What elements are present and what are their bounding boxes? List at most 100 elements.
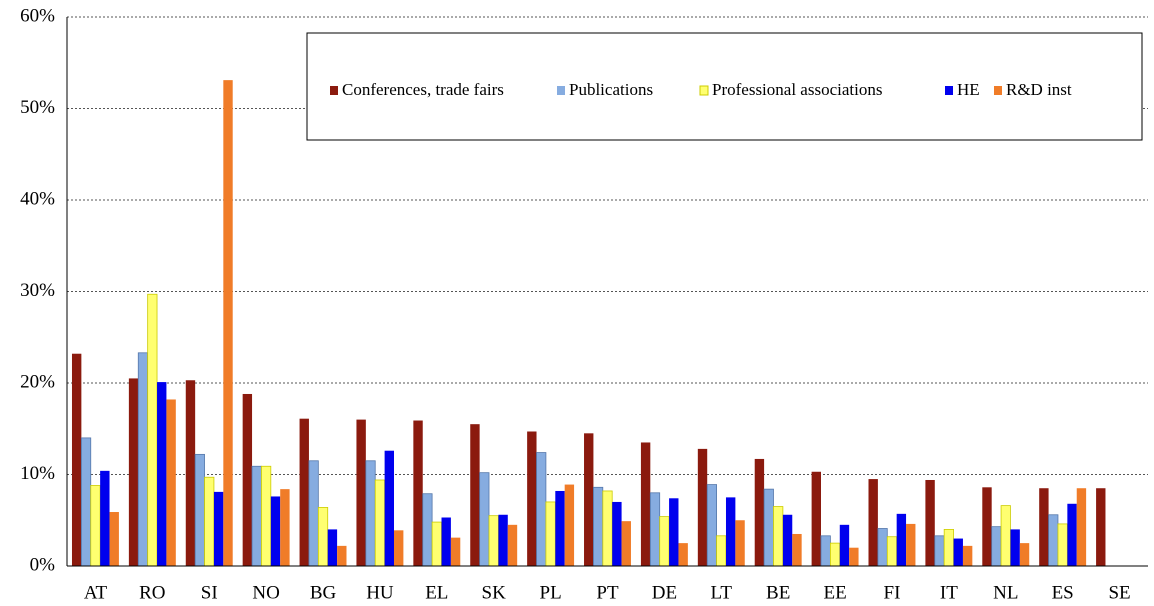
x-tick-label: ES: [1052, 582, 1074, 603]
bar: [820, 535, 831, 567]
bar: [128, 378, 139, 566]
bar: [90, 485, 101, 567]
bar: [602, 490, 613, 567]
bar: [849, 547, 859, 566]
x-tick-label: DE: [652, 582, 677, 603]
y-tick-label: 10%: [20, 463, 55, 484]
bar: [896, 513, 907, 566]
bar: [906, 523, 916, 566]
bar: [194, 453, 205, 567]
x-tick-label: SE: [1108, 582, 1130, 603]
bar: [507, 524, 518, 566]
bar: [365, 460, 376, 567]
bar: [470, 424, 480, 566]
x-tick-label: NL: [993, 582, 1018, 603]
bar: [545, 501, 556, 567]
bar: [1057, 523, 1068, 567]
bar: [925, 479, 935, 566]
legend-label: Publications: [569, 80, 653, 99]
x-tick-label: AT: [84, 582, 108, 603]
bar: [479, 472, 490, 567]
x-tick-label: RO: [139, 582, 165, 603]
bar: [147, 293, 158, 567]
bar: [374, 479, 386, 567]
bar: [1076, 488, 1087, 566]
legend-box: [306, 32, 1143, 141]
bar: [185, 380, 196, 566]
bar: [422, 493, 433, 567]
bar: [735, 520, 745, 566]
x-tick-label: NO: [252, 582, 279, 603]
bar: [261, 465, 272, 567]
bar: [270, 496, 281, 566]
bar: [886, 536, 898, 567]
bar: [678, 543, 688, 566]
legend: Conferences, trade fairs Publications Prof…: [330, 80, 1072, 99]
bar: [527, 431, 537, 566]
bar: [659, 516, 670, 567]
bar: [1067, 503, 1077, 566]
bar: [204, 476, 215, 567]
bar: [564, 484, 575, 566]
bar: [280, 489, 290, 566]
bar: [100, 470, 110, 566]
bar: [934, 535, 945, 567]
bar: [1019, 543, 1030, 566]
x-tick-label: BE: [766, 582, 790, 603]
bar: [621, 521, 631, 566]
bar: [982, 487, 992, 566]
bar: [327, 529, 338, 566]
bar: [877, 528, 888, 567]
y-tick-label: 0%: [30, 554, 56, 575]
x-tick-label: PT: [596, 582, 619, 603]
legend-label: R&D inst: [1006, 80, 1072, 99]
x-tick-label: BG: [310, 582, 337, 603]
bar: [754, 458, 765, 566]
bar: [356, 419, 366, 566]
bar: [991, 526, 1002, 567]
bar: [725, 497, 736, 566]
bar: [109, 512, 119, 566]
bar: [137, 352, 149, 567]
x-tick-label: EL: [425, 582, 448, 603]
bar: [868, 479, 878, 566]
bar: [413, 420, 423, 566]
bar: [536, 452, 547, 567]
bar: [384, 450, 395, 566]
legend-swatch: [994, 86, 1002, 95]
bar: [213, 491, 224, 566]
bar: [782, 514, 793, 566]
y-tick-label: 30%: [20, 280, 55, 301]
x-tick-label: PL: [540, 582, 562, 603]
legend-swatch: [945, 86, 953, 95]
y-tick-label: 40%: [20, 188, 55, 209]
bar: [839, 524, 850, 566]
bar: [223, 80, 233, 566]
bar: [811, 471, 821, 566]
bar: [773, 506, 784, 567]
bar: [716, 535, 727, 567]
bar: [1000, 505, 1011, 567]
y-tick-label: 20%: [20, 371, 55, 392]
bar: [242, 393, 253, 566]
bar: [498, 514, 508, 566]
legend-swatch: [330, 86, 338, 95]
bar: [697, 448, 708, 566]
bar: [943, 529, 954, 567]
bar: [1039, 488, 1049, 566]
legend-swatch: [557, 86, 565, 95]
bar: [1096, 488, 1106, 566]
bar: [431, 521, 442, 567]
bar: [450, 537, 461, 566]
bar: [584, 433, 594, 566]
x-tick-label: SK: [482, 582, 507, 603]
x-tick-label: IT: [940, 582, 958, 603]
bar: [763, 488, 774, 567]
legend-swatch: [699, 85, 709, 96]
legend-label: Conferences, trade fairs: [342, 80, 504, 99]
bar: [555, 490, 565, 566]
legend-label: Professional associations: [712, 80, 882, 99]
bar: [71, 353, 82, 566]
bar: [337, 545, 347, 566]
